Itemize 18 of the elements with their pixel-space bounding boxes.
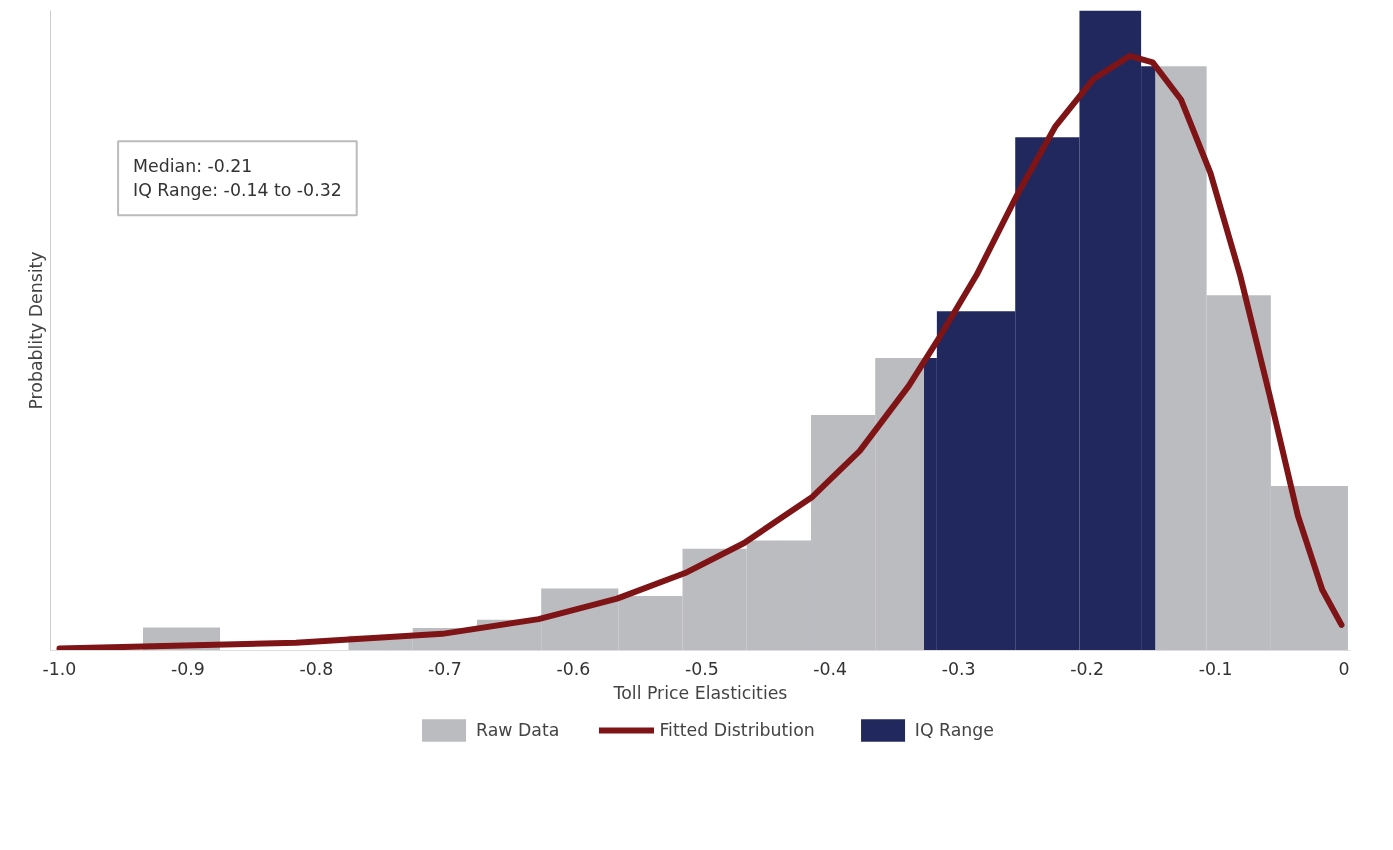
- x-tick-label: -0.1: [1198, 658, 1233, 679]
- x-tick-label: -0.2: [1070, 658, 1105, 679]
- x-tick-label: 0: [1338, 658, 1350, 679]
- annotation: IQ Range: -0.14 to -0.32: [133, 180, 342, 201]
- x-tick-label: -0.8: [299, 658, 334, 679]
- legend-label: Raw Data: [476, 720, 560, 740]
- x-tick-label: -0.5: [684, 658, 719, 679]
- annotation: Median: -0.21: [133, 156, 253, 177]
- legend-label: IQ Range: [914, 720, 994, 740]
- x-axis-title: Toll Price Elasticities: [612, 682, 788, 703]
- y-axis-title: Probablity Density: [25, 251, 46, 410]
- x-tick-label: -0.6: [556, 658, 591, 679]
- x-tick-label: -0.3: [941, 658, 976, 679]
- x-tick-label: -0.9: [171, 658, 205, 679]
- x-tick-label: -0.7: [427, 658, 462, 679]
- x-tick-label: -0.4: [813, 658, 848, 679]
- x-tick-label: -1.0: [42, 658, 77, 679]
- legend-label: Fitted Distribution: [659, 720, 815, 740]
